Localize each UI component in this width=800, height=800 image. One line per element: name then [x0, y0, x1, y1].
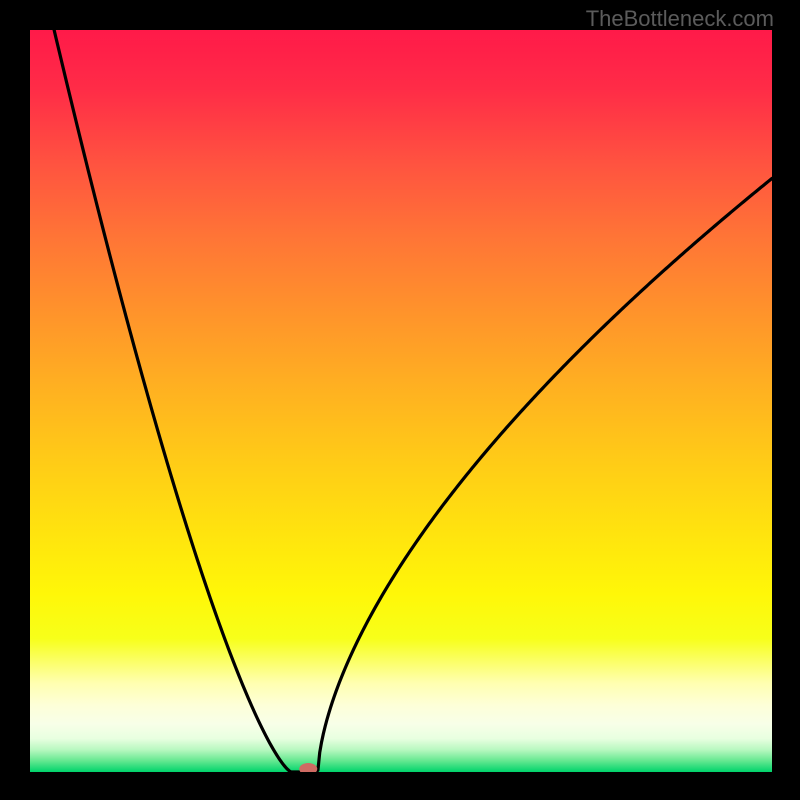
- watermark-text: TheBottleneck.com: [586, 6, 774, 32]
- plot-area: [30, 30, 772, 772]
- chart-frame: TheBottleneck.com: [0, 0, 800, 800]
- gradient-background: [30, 30, 772, 772]
- gradient-svg: [30, 30, 772, 772]
